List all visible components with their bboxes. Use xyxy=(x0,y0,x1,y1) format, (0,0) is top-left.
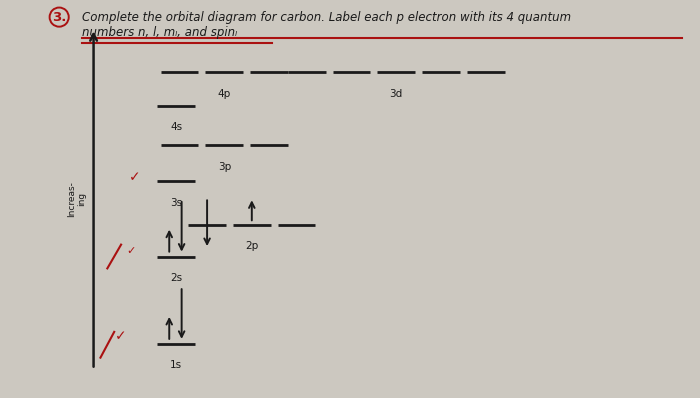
Text: 4p: 4p xyxy=(218,89,231,99)
Text: 3.: 3. xyxy=(52,11,66,23)
Text: 4s: 4s xyxy=(170,123,182,133)
Text: 2p: 2p xyxy=(245,242,258,252)
Text: 3d: 3d xyxy=(390,89,403,99)
Text: 1s: 1s xyxy=(170,361,182,371)
Text: 3s: 3s xyxy=(170,198,182,208)
Text: ✓: ✓ xyxy=(129,170,141,184)
Text: ✓: ✓ xyxy=(127,246,136,256)
Text: Increas-
ing: Increas- ing xyxy=(66,181,86,217)
Text: Complete the orbital diagram for carbon. Label each p electron with its 4 quantu: Complete the orbital diagram for carbon.… xyxy=(82,11,571,23)
Text: 2s: 2s xyxy=(170,273,182,283)
Text: 3p: 3p xyxy=(218,162,231,172)
Text: numbers n, l, mₗ, and spinₗ: numbers n, l, mₗ, and spinₗ xyxy=(82,27,237,39)
Text: ✓: ✓ xyxy=(116,329,127,343)
